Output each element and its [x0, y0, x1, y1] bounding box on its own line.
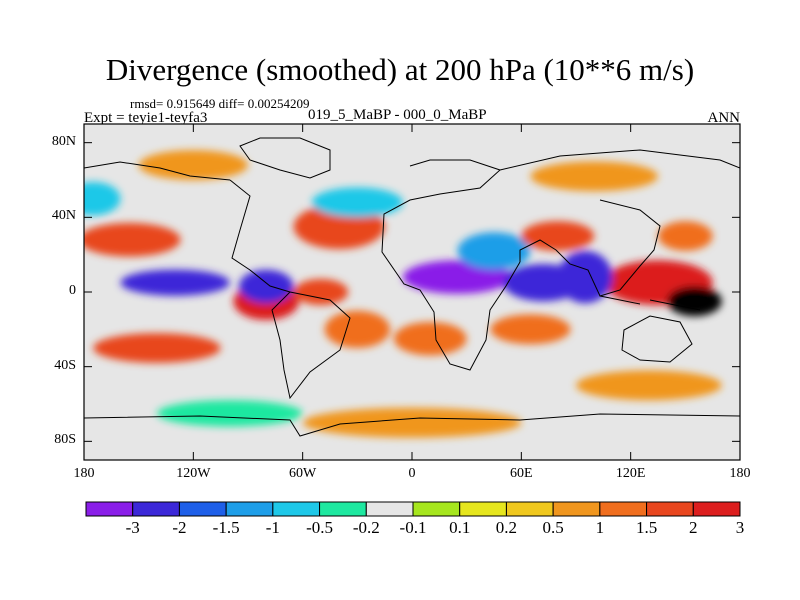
y-tick-label: 0 — [69, 283, 76, 298]
colorbar-label: 2 — [689, 518, 698, 537]
colorbar-label: -0.2 — [352, 518, 380, 537]
colorbar-label: -1 — [265, 518, 280, 537]
colorbar-label: 0.5 — [542, 518, 564, 537]
x-tick-label: 120W — [176, 466, 211, 481]
colorbar-swatch — [646, 501, 694, 517]
chart-title: Divergence (smoothed) at 200 hPa (10**6 … — [105, 52, 695, 87]
field-blob — [156, 400, 303, 427]
colorbar-swatch — [505, 501, 554, 517]
colorbar-swatch — [599, 501, 648, 517]
x-tick-label: 0 — [408, 466, 416, 481]
colorbar-label: -0.5 — [306, 518, 334, 537]
field-blob — [324, 310, 391, 349]
colorbar-swatch — [692, 501, 741, 517]
colorbar-swatch — [365, 501, 414, 517]
colorbar-label: -1.5 — [212, 518, 240, 537]
field-blob — [576, 370, 722, 401]
field-blob — [393, 321, 467, 356]
colorbar-swatch — [132, 501, 180, 517]
field-blob — [658, 221, 713, 251]
y-tick-label: 80N — [51, 133, 76, 149]
colorbar-label: 1 — [595, 518, 605, 537]
colorbar-swatch — [412, 501, 461, 517]
y-tick-label: 40S — [54, 357, 76, 373]
colorbar-label: -2 — [172, 518, 187, 537]
divergence-field — [84, 150, 722, 438]
y-tick-label: 40N — [51, 208, 76, 224]
experiment-label: Expt = teyie1-teyfa3 — [84, 110, 208, 126]
coastlines — [84, 137, 740, 437]
colorbar-label: 1.5 — [635, 518, 658, 537]
colorbar-label: 3 — [735, 518, 745, 537]
colorbar-swatch — [459, 501, 507, 517]
field-blob — [457, 232, 531, 270]
field-blob — [530, 161, 658, 192]
field-blob — [302, 407, 522, 438]
x-tick-label: 60E — [510, 466, 533, 481]
colorbar — [85, 501, 741, 517]
period-label: 019_5_MaBP - 000_0_MaBP — [308, 107, 487, 123]
field-blob — [521, 221, 595, 251]
colorbar-swatch — [319, 501, 367, 517]
colorbar-label: -0.1 — [399, 518, 427, 537]
colorbar-swatch — [552, 501, 601, 517]
stats-text: rmsd= 0.915649 diff= 0.00254209 — [130, 96, 310, 111]
field-blob — [138, 150, 248, 180]
field-blob — [490, 314, 571, 345]
field-blob — [557, 250, 613, 304]
colorbar-swatch — [272, 501, 321, 517]
x-tick-label: 120E — [615, 466, 646, 481]
x-tick-label: 180 — [729, 466, 751, 481]
colorbar-label: -3 — [125, 518, 140, 537]
field-blob — [667, 286, 722, 317]
field-blob — [84, 181, 121, 216]
y-tick-label: 80S — [54, 432, 76, 448]
field-blob — [311, 187, 403, 218]
field-blob — [84, 222, 181, 257]
season-label: ANN — [707, 110, 741, 126]
field-blob — [93, 333, 221, 363]
axis-ticks — [83, 124, 741, 460]
x-tick-label: 180 — [73, 466, 95, 481]
field-blob — [293, 278, 349, 306]
colorbar-swatch — [85, 501, 134, 517]
x-tick-label: 60W — [289, 466, 317, 481]
colorbar-label: 0.1 — [449, 518, 471, 537]
field-blob — [120, 269, 230, 296]
field-blob — [238, 269, 294, 304]
colorbar-label: 0.2 — [495, 518, 518, 537]
colorbar-swatch — [178, 501, 227, 517]
colorbar-swatch — [225, 501, 274, 517]
